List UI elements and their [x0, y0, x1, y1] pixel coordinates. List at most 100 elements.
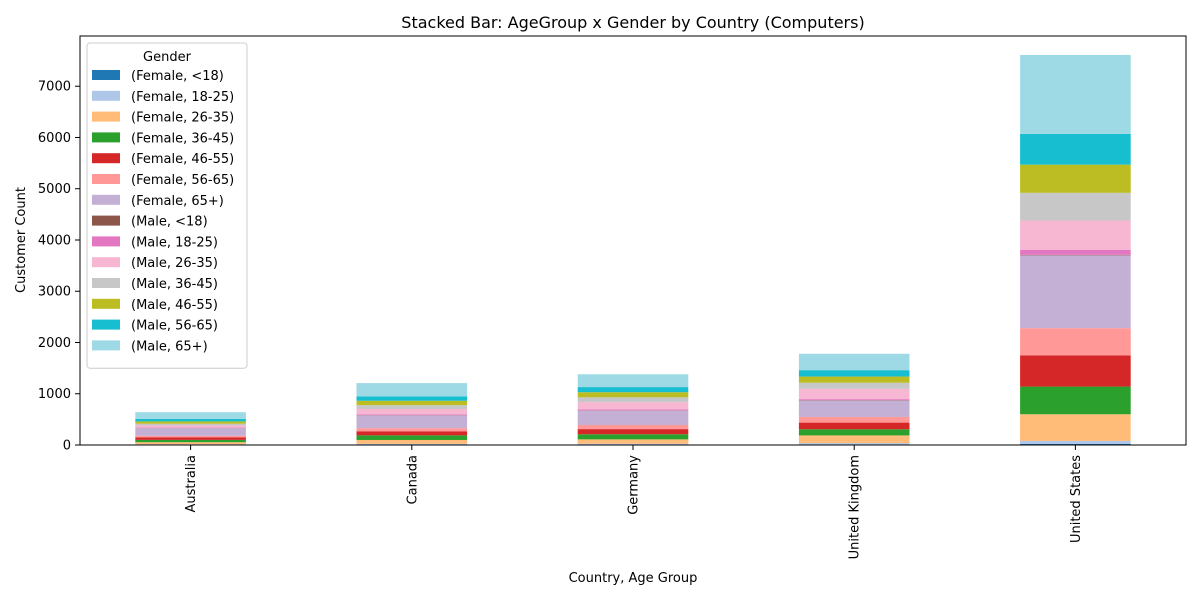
y-tick-label: 3000 [38, 285, 71, 300]
bar-segment [577, 397, 689, 403]
legend-label: (Male, 46-55) [131, 298, 218, 313]
x-tick-label: Canada [405, 455, 420, 504]
bar-segment [135, 442, 246, 445]
bar-segment [798, 388, 910, 400]
bar-segment [356, 408, 468, 415]
bar-segment [1020, 133, 1131, 165]
bar-segment [1020, 54, 1131, 134]
bar-segment [798, 416, 910, 423]
chart-title: Stacked Bar: AgeGroup x Gender by Countr… [401, 13, 864, 32]
bar-segment [577, 374, 689, 388]
x-tick-label: Germany [627, 455, 642, 515]
bar-segment [798, 382, 910, 389]
bar-segment [1020, 255, 1131, 329]
y-axis-label: Customer Count [14, 187, 29, 293]
bar-segment [356, 439, 468, 444]
x-axis-label: Country, Age Group [569, 571, 698, 586]
legend-swatch [92, 132, 120, 143]
bar-segment [577, 434, 689, 440]
y-tick-label: 7000 [38, 80, 71, 95]
legend-swatch [92, 236, 120, 247]
bar-segment [1020, 355, 1131, 387]
bar-segment [798, 370, 910, 377]
legend-swatch [92, 90, 120, 101]
x-tick-label: United States [1069, 455, 1084, 543]
legend-label: (Male, 56-65) [131, 319, 218, 334]
legend-swatch [92, 257, 120, 268]
legend: Gender (Female, <18) (Female, 18-25) (Femal… [86, 42, 248, 369]
bar-segment [577, 429, 689, 435]
bar-segment [798, 353, 910, 371]
bar-segment [356, 435, 468, 440]
bar-segment [356, 405, 468, 409]
bar-segment [1020, 249, 1131, 255]
bar-segment [356, 415, 468, 429]
bar-segment [798, 435, 910, 444]
bar-segment [135, 421, 246, 424]
bar-segment [1020, 328, 1131, 356]
bar-segment [1020, 192, 1131, 221]
legend-swatch [92, 319, 120, 330]
legend-label: (Female, 18-25) [131, 90, 234, 105]
bar-segment [356, 400, 468, 406]
bar-segment [798, 422, 910, 430]
legend-swatch [92, 174, 120, 184]
bar-segment [577, 387, 689, 393]
bar-segment [577, 402, 689, 410]
bar-segment [135, 423, 246, 426]
bar-segment [1020, 164, 1131, 193]
x-tick-label: United Kingdom [848, 455, 863, 559]
y-tick-label: 4000 [38, 233, 71, 248]
legend-label: (Female, 65+) [131, 194, 224, 209]
bar-segment [356, 428, 468, 432]
bar-segment [577, 439, 689, 444]
bar-segment [798, 443, 910, 445]
legend-label: (Male, <18) [131, 215, 208, 230]
bar-segment [135, 439, 246, 443]
legend-label: (Male, 36-45) [131, 277, 218, 292]
legend-label: (Male, 26-35) [131, 256, 218, 271]
bar-segment [577, 392, 689, 398]
y-tick-label: 6000 [38, 131, 71, 146]
bar-segment [135, 435, 246, 438]
legend-label: (Female, 46-55) [131, 152, 234, 167]
legend-label: (Female, 26-35) [131, 111, 234, 126]
x-tick-label: Australia [184, 455, 199, 513]
bar-segment [356, 414, 468, 416]
legend-label: (Female, 36-45) [131, 131, 234, 146]
bar-segment [798, 429, 910, 436]
bars-group [135, 54, 1131, 445]
legend-title: Gender [143, 50, 192, 65]
legend-swatch [92, 340, 120, 351]
legend-box [86, 42, 248, 369]
bar-segment [577, 443, 689, 445]
bar-segment [135, 425, 246, 428]
bar-segment [356, 383, 468, 397]
bar-segment [135, 428, 246, 436]
bar-segment [356, 396, 468, 401]
legend-swatch [92, 215, 120, 226]
bar-segment [1020, 386, 1131, 415]
axes-group: 0 1000 2000 3000 4000 5000 6000 7000 Australia Ca… [38, 35, 1187, 559]
bar-segment [577, 425, 689, 430]
bar-segment [135, 444, 246, 445]
legend-label: (Female, 56-65) [131, 173, 234, 188]
bar-segment [135, 418, 246, 422]
bar-segment [1020, 220, 1131, 250]
y-tick-label: 0 [63, 439, 71, 454]
bar-segment [1020, 440, 1131, 444]
legend-swatch [92, 278, 120, 288]
bar-segment [356, 431, 468, 436]
legend-swatch [92, 70, 120, 80]
bar-segment [798, 400, 910, 417]
legend-label: (Male, 65+) [131, 339, 208, 354]
bar-segment [135, 412, 246, 419]
y-tick-label: 1000 [38, 387, 71, 402]
bar-segment [577, 409, 689, 411]
bar-segment [798, 376, 910, 383]
legend-swatch [92, 194, 120, 205]
bar-segment [356, 443, 468, 445]
y-tick-label: 2000 [38, 336, 71, 351]
bar-segment [135, 437, 246, 440]
